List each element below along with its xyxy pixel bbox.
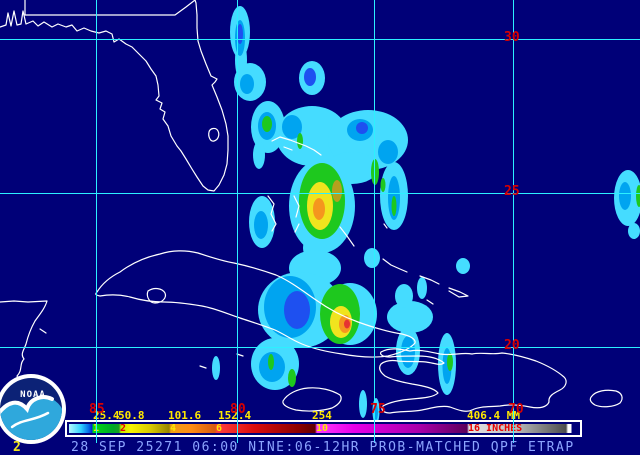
coast-puerto-rico (589, 389, 623, 408)
precip-colorbar-gradient (69, 424, 577, 433)
noaa-logo-text: NOAA (20, 390, 46, 400)
lat-label-30: 30 (504, 30, 520, 45)
colorbar-inch-label: 6 (216, 423, 223, 434)
coast-jamaica (282, 387, 342, 412)
gridline-lon-80 (237, 0, 238, 443)
lat-label-25: 25 (504, 184, 520, 199)
coastlines (0, 0, 623, 431)
corner-label: 2 (13, 440, 21, 455)
noaa-logo: NOAA (0, 374, 66, 444)
lat-label-20: 20 (504, 338, 520, 353)
gridline-lat-25 (0, 193, 640, 194)
cayman-islands (199, 353, 244, 369)
gridline-lat-30 (0, 39, 640, 40)
bahamas-islands (267, 136, 469, 305)
coast-hispaniola (379, 348, 567, 414)
isle-of-youth (146, 287, 167, 304)
precip-layer (212, 6, 640, 424)
colorbar-inch-label: 16 INCHES (468, 423, 523, 434)
lon-label-80: 80 (230, 402, 246, 417)
product-timestamp: 28 SEP 25271 06:00 NINE:06-12HR PROB-MAT… (71, 440, 575, 455)
cozumel (39, 328, 47, 334)
colorbar-mm-label: 152.4 (218, 409, 252, 422)
gridline-lon-75 (374, 0, 375, 443)
lake-okeechobee (208, 127, 220, 142)
lon-label-85: 85 (89, 402, 105, 417)
coast-florida (0, 0, 229, 192)
gridline-lat-20 (0, 347, 640, 348)
gridline-lon-85 (96, 0, 97, 443)
colorbar-inch-label: 4 (170, 423, 177, 434)
colorbar-mm-label: 25.4 (93, 409, 120, 422)
colorbar-mm-label: 50.8 (118, 409, 145, 422)
colorbar-inch-label: 10 (316, 423, 329, 434)
lon-label-75: 75 (370, 402, 386, 417)
lon-label-70: 70 (508, 402, 524, 417)
coast-cuba (95, 250, 416, 358)
state-border (24, 0, 196, 16)
colorbar-mm-label: 254 (312, 409, 332, 422)
precip-colorbar: 1 2 4 6 10 16 INCHES (65, 420, 582, 437)
colorbar-mm-label: 101.6 (168, 409, 202, 422)
colorbar-inch-label: 2 (120, 423, 127, 434)
gridline-lon-70 (513, 0, 514, 443)
colorbar-mm-label: 406.4 MM (467, 409, 520, 422)
